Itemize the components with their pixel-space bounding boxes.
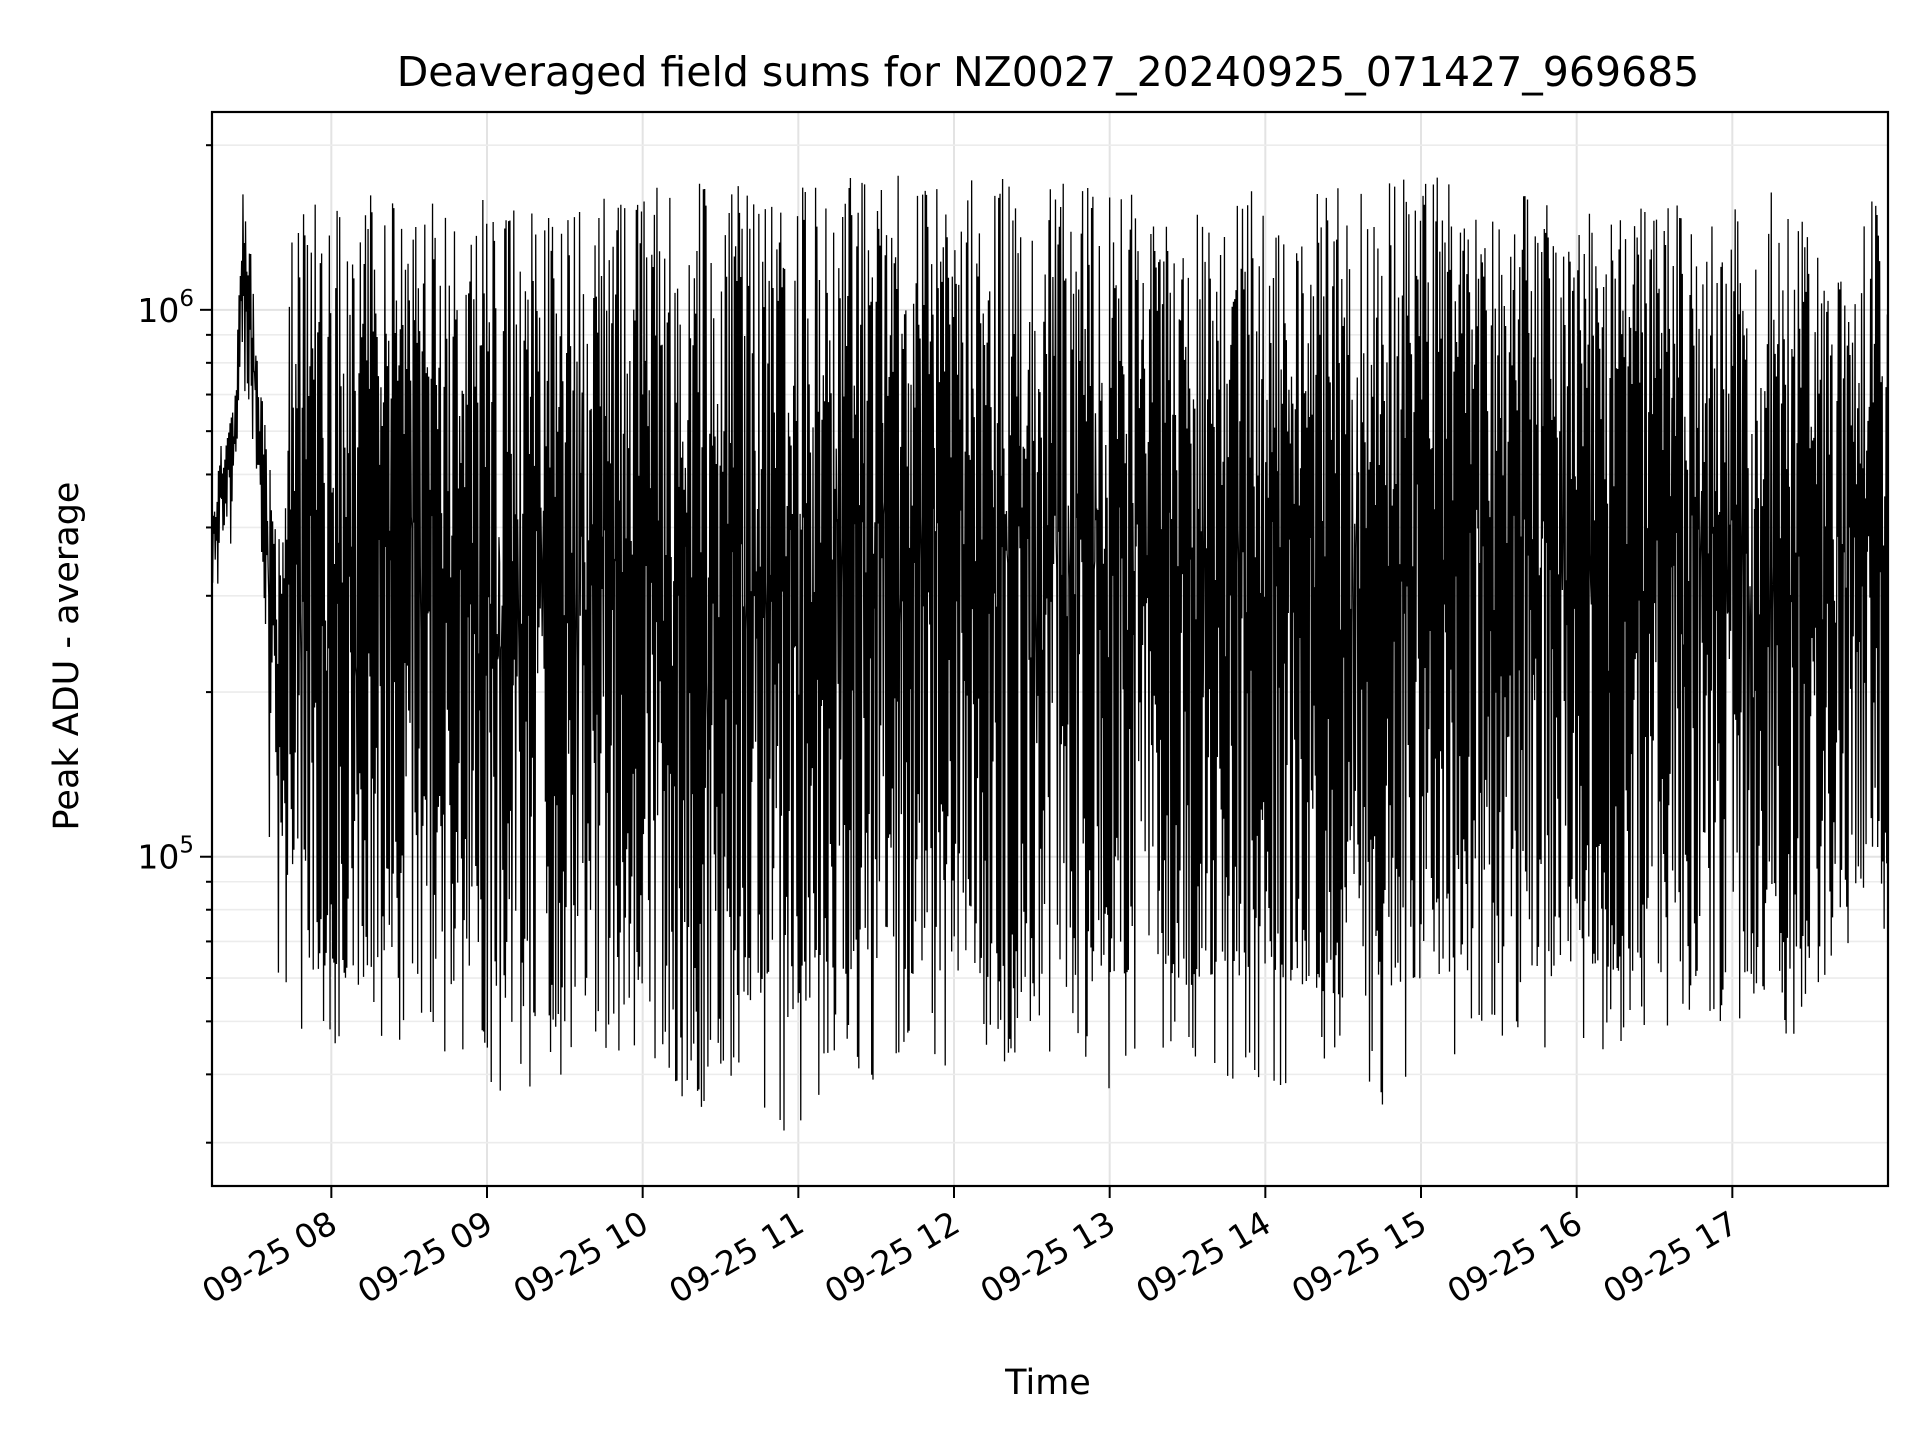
series-trace [211, 175, 1889, 1131]
x-axis-label: Time [1004, 1363, 1091, 1403]
y-tick-label: 105 [137, 833, 194, 877]
y-tick-label: 106 [137, 286, 194, 330]
x-tick-label: 09-25 12 [818, 1203, 966, 1311]
x-tick-label: 09-25 09 [351, 1203, 499, 1311]
x-tick-label: 09-25 08 [195, 1203, 343, 1311]
series-line [211, 175, 1889, 1131]
x-tick-label: 09-25 16 [1441, 1203, 1589, 1311]
plot-frame [210, 110, 1890, 1188]
chart-title: Deaveraged field sums for NZ0027_2024092… [397, 48, 1700, 96]
x-axis-ticks: 09-25 08 09-25 09 09-25 10 09-25 11 09-25 12… [195, 1186, 1744, 1311]
x-tick-label: 09-25 13 [974, 1203, 1122, 1311]
x-tick-label: 09-25 11 [662, 1203, 810, 1311]
x-tick-label: 09-25 10 [507, 1203, 655, 1311]
x-tick-label: 09-25 14 [1129, 1203, 1277, 1311]
x-tick-label: 09-25 15 [1285, 1203, 1433, 1311]
y-axis-label: Peak ADU - average [47, 482, 87, 831]
y-axis-ticks: 105 106 [137, 144, 212, 1144]
x-tick-label: 09-25 17 [1596, 1203, 1744, 1311]
